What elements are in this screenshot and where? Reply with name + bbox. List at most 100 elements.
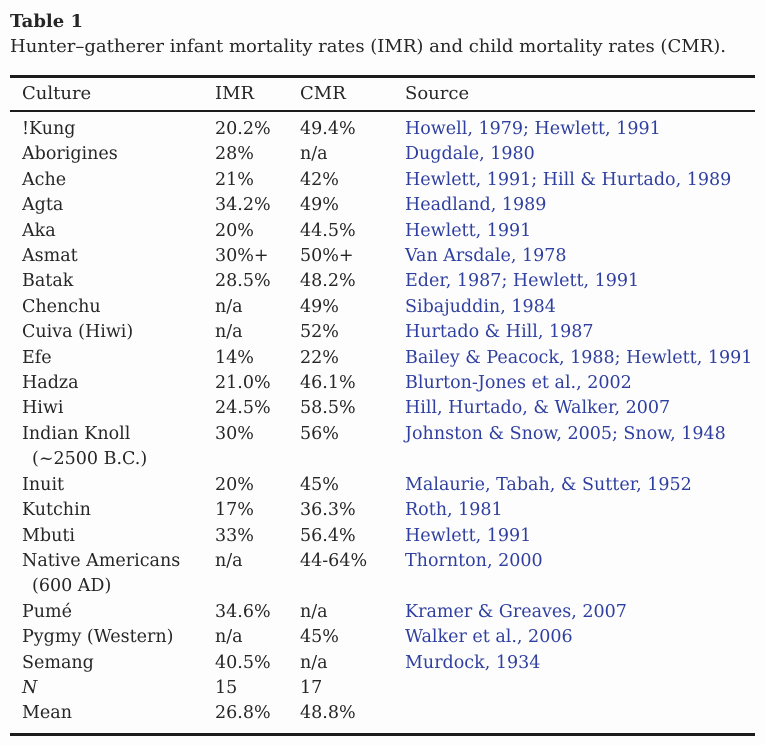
cmr-cell: n/a <box>300 144 328 165</box>
table-header: Culture IMR CMR Source <box>10 76 755 112</box>
cmr-cell: 50%+ <box>300 246 354 267</box>
table-body: !Kung 20.2% 49.4% Howell, 1979; Hewlett, 19… <box>10 111 755 734</box>
imr-cell: n/a <box>215 550 243 571</box>
culture-cell: Pumé <box>22 601 72 622</box>
table-row: Efe 14% 22% Bailey & Peacock, 1988; Hewlett… <box>10 346 755 371</box>
source-reference-link[interactable]: Hill, Hurtado, & Walker, 2007 <box>405 398 671 419</box>
cmr-cell: 22% <box>300 347 339 368</box>
culture-cell: Indian Knoll (~2500 B.C.) <box>22 423 148 470</box>
table-caption: Hunter–gatherer infant mortality rates (… <box>10 36 726 57</box>
imr-cell: 20.2% <box>215 119 271 139</box>
source-cell <box>405 701 755 734</box>
cmr-cell: 45% <box>300 474 339 495</box>
cmr-cell: n/a <box>300 652 328 673</box>
culture-cell: Ache <box>22 169 67 190</box>
source-reference-link[interactable]: Hewlett, 1991 <box>405 525 532 546</box>
source-reference-link[interactable]: Sibajuddin, 1984 <box>405 296 556 317</box>
culture-cell: Native Americans (600 AD) <box>22 550 181 597</box>
cmr-cell: 46.1% <box>300 373 356 394</box>
cmr-cell: 17 <box>300 677 323 698</box>
cmr-cell: 48.2% <box>300 271 356 292</box>
cmr-cell: 48.8% <box>300 703 356 724</box>
source-reference-link[interactable]: Roth, 1981 <box>405 500 503 521</box>
source-reference-link[interactable]: Blurton-Jones et al., 2002 <box>405 373 632 394</box>
table-row: Aborigines 28% n/a Dugdale, 1980 <box>10 142 755 167</box>
imr-cell: 20% <box>215 220 254 241</box>
table-row: Aka 20% 44.5% Hewlett, 1991 <box>10 219 755 244</box>
cmr-cell: 44-64% <box>300 550 368 571</box>
source-reference-link[interactable]: Malaurie, Tabah, & Sutter, 1952 <box>405 474 692 495</box>
culture-cell: Kutchin <box>22 500 91 521</box>
source-reference-link[interactable]: Johnston & Snow, 2005; Snow, 1948 <box>405 423 726 444</box>
imr-cell: 30% <box>215 423 254 444</box>
table-row: Pumé 34.6% n/a Kramer & Greaves, 2007 <box>10 600 755 625</box>
source-reference-link[interactable]: Van Arsdale, 1978 <box>405 246 567 267</box>
table-row: Indian Knoll (~2500 B.C.) 30% 56% Johnston &… <box>10 422 755 473</box>
table-row: Ache 21% 42% Hewlett, 1991; Hill & Hurtado,… <box>10 168 755 193</box>
imr-cell: 21% <box>215 169 254 190</box>
table-row: Chenchu n/a 49% Sibajuddin, 1984 <box>10 295 755 320</box>
culture-cell: Cuiva (Hiwi) <box>22 322 134 343</box>
table-row: Inuit 20% 45% Malaurie, Tabah, & Sutter, 19… <box>10 473 755 498</box>
culture-cell: Hadza <box>22 373 79 394</box>
table-row: Native Americans (600 AD) n/a 44-64% Thornto… <box>10 549 755 600</box>
culture-cell: Semang <box>22 652 94 673</box>
imr-cell: 40.5% <box>215 652 271 673</box>
imr-cell: 28% <box>215 144 254 165</box>
table-row: Batak 28.5% 48.2% Eder, 1987; Hewlett, 1991 <box>10 269 755 294</box>
source-reference-link[interactable]: Dugdale, 1980 <box>405 144 535 165</box>
table-row: Mbuti 33% 56.4% Hewlett, 1991 <box>10 524 755 549</box>
imr-cell: 30%+ <box>215 246 269 267</box>
source-reference-link[interactable]: Eder, 1987; Hewlett, 1991 <box>405 271 640 292</box>
source-reference-link[interactable]: Thornton, 2000 <box>405 550 543 571</box>
table-row: Hadza 21.0% 46.1% Blurton-Jones et al., 200… <box>10 371 755 396</box>
table-row: Semang 40.5% n/a Murdock, 1934 <box>10 651 755 676</box>
table-row: Hiwi 24.5% 58.5% Hill, Hurtado, & Walker, 2… <box>10 396 755 421</box>
table-row: Kutchin 17% 36.3% Roth, 1981 <box>10 498 755 523</box>
column-header-culture: Culture <box>10 76 215 112</box>
column-header-cmr: CMR <box>300 76 405 112</box>
imr-cell: 34.2% <box>215 195 271 216</box>
mortality-table: Culture IMR CMR Source !Kung 20.2% 49.4% Ho… <box>10 75 755 736</box>
culture-cell: Efe <box>22 347 52 368</box>
imr-cell: 33% <box>215 525 254 546</box>
table-row: Pygmy (Western) n/a 45% Walker et al., 2006 <box>10 625 755 650</box>
source-reference-link[interactable]: Hewlett, 1991; Hill & Hurtado, 1989 <box>405 169 732 190</box>
cmr-cell: n/a <box>300 601 328 622</box>
table-label: Table 1 <box>10 11 84 32</box>
imr-cell: 14% <box>215 347 254 368</box>
cmr-cell: 56% <box>300 423 339 444</box>
culture-cell: Mbuti <box>22 525 76 546</box>
source-cell <box>405 676 755 701</box>
cmr-cell: 58.5% <box>300 398 356 419</box>
culture-cell: N <box>22 677 38 698</box>
imr-cell: n/a <box>215 296 243 317</box>
imr-cell: 15 <box>215 677 238 698</box>
source-reference-link[interactable]: Howell, 1979; Hewlett, 1991 <box>405 119 661 139</box>
table-row: !Kung 20.2% 49.4% Howell, 1979; Hewlett, 19… <box>10 111 755 142</box>
source-reference-link[interactable]: Hewlett, 1991 <box>405 220 532 241</box>
column-header-source: Source <box>405 76 755 112</box>
imr-cell: 20% <box>215 474 254 495</box>
table-row: N 15 17 <box>10 676 755 701</box>
culture-cell: Inuit <box>22 474 65 495</box>
source-reference-link[interactable]: Walker et al., 2006 <box>405 627 573 648</box>
source-reference-link[interactable]: Bailey & Peacock, 1988; Hewlett, 1991 <box>405 347 753 368</box>
imr-cell: 17% <box>215 500 254 521</box>
culture-cell: Mean <box>22 703 72 724</box>
cmr-cell: 56.4% <box>300 525 356 546</box>
source-reference-link[interactable]: Headland, 1989 <box>405 195 547 216</box>
table-row: Agta 34.2% 49% Headland, 1989 <box>10 193 755 218</box>
source-reference-link[interactable]: Murdock, 1934 <box>405 652 541 673</box>
source-reference-link[interactable]: Kramer & Greaves, 2007 <box>405 601 627 622</box>
cmr-cell: 42% <box>300 169 339 190</box>
culture-cell: !Kung <box>22 119 76 139</box>
source-reference-link[interactable]: Hurtado & Hill, 1987 <box>405 322 594 343</box>
imr-cell: 24.5% <box>215 398 271 419</box>
cmr-cell: 49.4% <box>300 119 356 139</box>
imr-cell: 26.8% <box>215 703 271 724</box>
cmr-cell: 36.3% <box>300 500 356 521</box>
table-row: Mean 26.8% 48.8% <box>10 701 755 734</box>
culture-cell: Batak <box>22 271 74 292</box>
